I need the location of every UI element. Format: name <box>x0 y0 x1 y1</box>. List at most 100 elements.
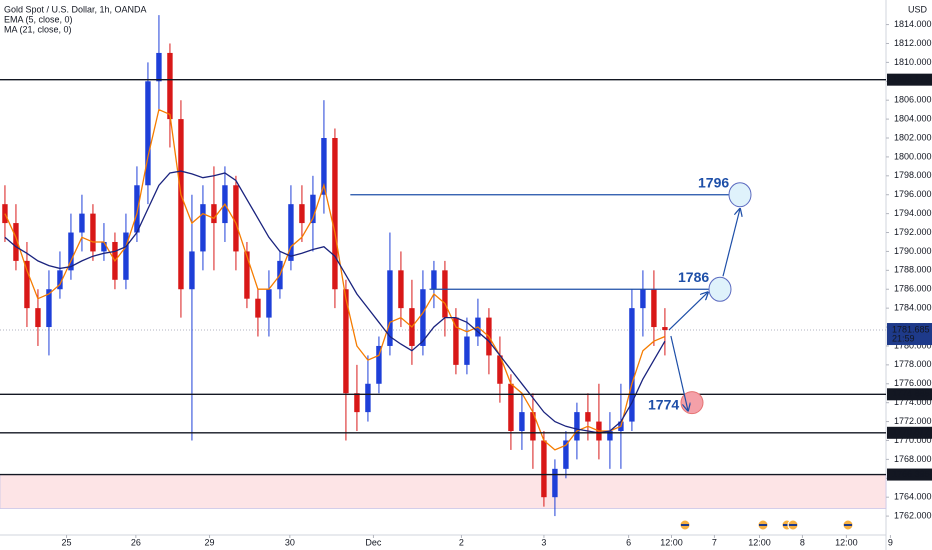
candle-body <box>123 232 129 280</box>
y-tick-label: 1768.000 <box>894 454 932 464</box>
y-tick-label: 1810.000 <box>894 57 932 67</box>
candle-body <box>24 260 30 309</box>
candle-body <box>178 119 184 290</box>
target-label: 1786 <box>678 269 709 285</box>
level-label: 1770.812 <box>892 427 930 437</box>
last-price-label: 1781.685 <box>892 324 930 334</box>
y-tick-label: 1796.000 <box>894 189 932 199</box>
target-label: 1796 <box>698 174 729 190</box>
target-circle <box>708 276 732 302</box>
grid-layer <box>0 329 887 509</box>
level-label-box <box>887 468 932 481</box>
candle-body <box>90 213 96 252</box>
level-label: 1766.395 <box>892 469 930 479</box>
event-flag-stripe <box>844 524 852 526</box>
x-tick-label: 8 <box>800 537 805 547</box>
candle-body <box>640 289 646 309</box>
candle-body <box>200 204 206 252</box>
candle-body <box>321 138 327 195</box>
candle-body <box>101 241 107 252</box>
candle-body <box>145 81 151 186</box>
level-label-box <box>887 426 932 439</box>
candle-body <box>365 383 371 413</box>
candle-body <box>431 270 437 290</box>
level-label: 1808.172 <box>892 74 930 84</box>
x-tick-label: 6 <box>626 537 631 547</box>
candle-body <box>541 440 547 498</box>
y-tick-label: 1812.000 <box>894 38 932 48</box>
level-label: 1774.885 <box>892 389 930 399</box>
candle-body <box>629 308 635 422</box>
candle-body <box>585 412 591 422</box>
y-tick-label: 1800.000 <box>894 151 932 161</box>
y-tick-label: 1788.000 <box>894 265 932 275</box>
x-tick-label: 30 <box>285 537 295 547</box>
y-tick-label: 1784.000 <box>894 303 932 313</box>
x-tick-label: 29 <box>205 537 215 547</box>
candle-body <box>464 336 470 365</box>
candle-body <box>46 289 52 328</box>
event-flag-stripe <box>759 524 767 526</box>
candle-body <box>442 270 448 318</box>
candle-body <box>420 289 426 346</box>
candle-body <box>563 440 569 469</box>
candle-body <box>552 468 558 498</box>
candle-body <box>662 327 668 331</box>
y-tick-label: 1798.000 <box>894 170 932 180</box>
candle-body <box>35 308 41 328</box>
countdown-label: 21:59 <box>892 333 915 343</box>
y-tick-label: 1802.000 <box>894 132 932 142</box>
plot-layer: 1796 1786 1774 <box>0 15 886 531</box>
indicator-label: EMA (5, close, 0) <box>4 14 73 24</box>
x-tick-label: Dec <box>365 537 382 547</box>
y-tick-label: 1778.000 <box>894 359 932 369</box>
arrow <box>722 209 740 277</box>
candle-body <box>310 194 316 224</box>
candle-body <box>57 270 63 290</box>
target-circle <box>728 182 752 208</box>
y-tick-label: 1786.000 <box>894 284 932 294</box>
candle-body <box>453 317 459 365</box>
currency-label: USD <box>908 4 928 14</box>
candle-body <box>13 223 19 261</box>
candle-body <box>266 289 272 318</box>
candle-body <box>233 185 239 252</box>
candle-body <box>134 185 140 233</box>
indicator-line <box>4 170 666 434</box>
event-flag-stripe <box>681 524 689 526</box>
candle-body <box>574 412 580 441</box>
zone <box>0 474 887 509</box>
chart-title: Gold Spot / U.S. Dollar, 1h, OANDA <box>4 4 147 14</box>
indicator-line <box>4 108 666 451</box>
candle-body <box>343 289 349 394</box>
candle-body <box>79 213 85 233</box>
candle-body <box>387 270 393 346</box>
candle-body <box>519 412 525 432</box>
last-price-box <box>887 323 932 346</box>
x-tick-label: 12:00 <box>835 537 858 547</box>
target-label: 1774 <box>648 396 679 412</box>
arrow <box>668 292 708 331</box>
candle-body <box>156 52 162 82</box>
candle-body <box>244 251 250 299</box>
x-tick-label: 7 <box>712 537 717 547</box>
y-tick-label: 1762.000 <box>894 510 932 520</box>
candle-body <box>288 204 294 261</box>
candle-body <box>376 345 382 384</box>
y-tick-label: 1776.000 <box>894 378 932 388</box>
y-tick-label: 1806.000 <box>894 95 932 105</box>
axis-layer: 1762.0001764.0001766.0001768.0001770.000… <box>62 19 932 547</box>
x-tick-label: 12:00 <box>660 537 683 547</box>
candle-body <box>354 393 360 413</box>
y-tick-label: 1770.000 <box>894 435 932 445</box>
y-tick-label: 1764.000 <box>894 492 932 502</box>
x-tick-label: 9 <box>888 537 893 547</box>
y-tick-label: 1804.000 <box>894 113 932 123</box>
y-tick-label: 1814.000 <box>894 19 932 29</box>
candle-body <box>497 355 503 384</box>
y-tick-label: 1774.000 <box>894 397 932 407</box>
x-tick-label: 26 <box>131 537 141 547</box>
candle-body <box>530 412 536 441</box>
